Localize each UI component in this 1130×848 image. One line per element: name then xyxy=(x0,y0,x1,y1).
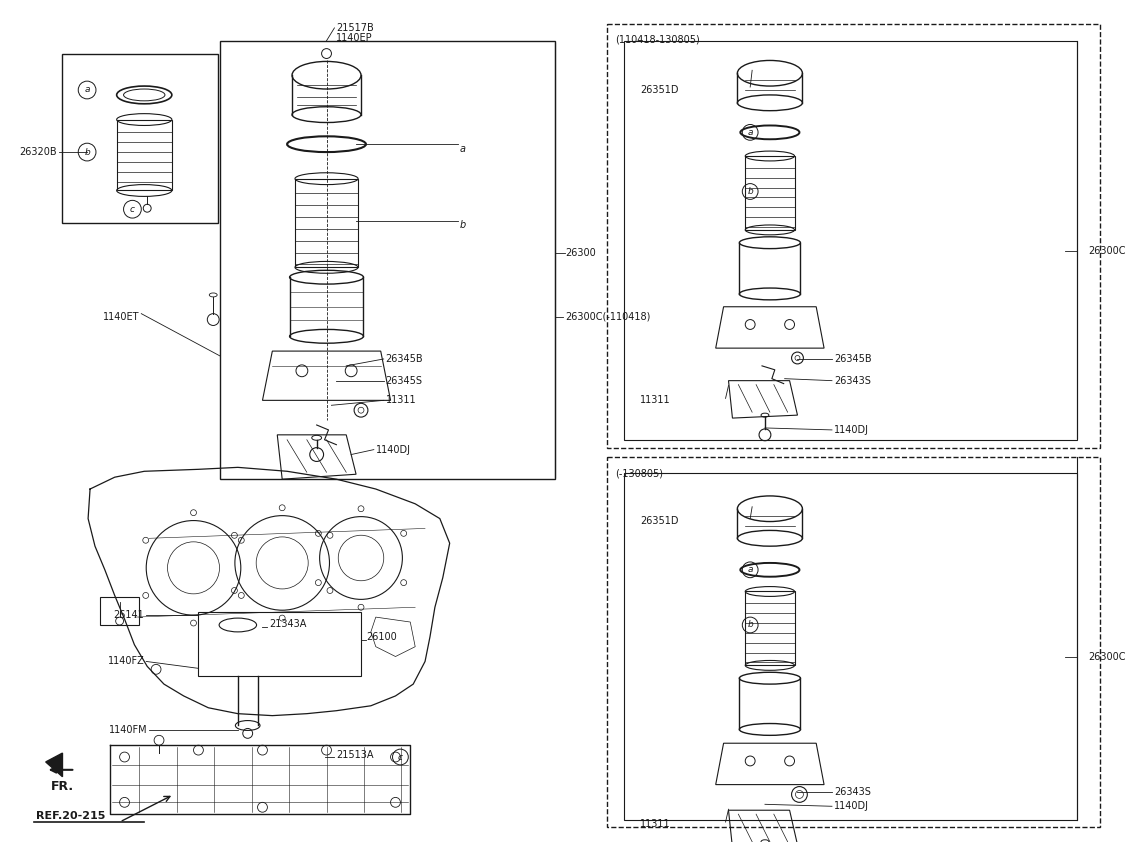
Text: b: b xyxy=(85,148,90,157)
Text: 26300C: 26300C xyxy=(1088,246,1125,255)
Text: 21517B: 21517B xyxy=(337,23,374,33)
Text: c: c xyxy=(398,752,403,762)
Bar xyxy=(607,24,1099,448)
Bar xyxy=(746,156,794,230)
Text: 1140DJ: 1140DJ xyxy=(376,444,411,455)
Text: (-130805): (-130805) xyxy=(615,468,663,478)
Text: 26343S: 26343S xyxy=(834,376,871,386)
Text: 26343S: 26343S xyxy=(834,788,871,797)
Text: 21343A: 21343A xyxy=(269,619,306,629)
Text: 1140FM: 1140FM xyxy=(108,725,147,735)
Text: 26300: 26300 xyxy=(565,248,596,258)
Bar xyxy=(295,179,358,267)
Text: 21513A: 21513A xyxy=(337,750,374,760)
Text: b: b xyxy=(460,220,466,230)
Text: 26345B: 26345B xyxy=(834,354,871,364)
Text: 1140EP: 1140EP xyxy=(337,33,373,42)
Text: REF.20-215: REF.20-215 xyxy=(36,812,105,821)
Bar xyxy=(607,458,1099,827)
Bar xyxy=(624,41,1077,440)
Text: a: a xyxy=(460,144,466,154)
Bar xyxy=(99,597,139,625)
Text: 26320B: 26320B xyxy=(19,147,56,157)
Text: 1140FZ: 1140FZ xyxy=(107,656,145,667)
Text: a: a xyxy=(747,128,753,137)
Text: 26300C(-110418): 26300C(-110418) xyxy=(565,311,651,321)
Text: a: a xyxy=(85,86,90,94)
Text: c: c xyxy=(130,204,134,214)
Text: 11311: 11311 xyxy=(640,395,670,405)
Bar xyxy=(624,473,1077,820)
Text: 1140ET: 1140ET xyxy=(103,311,139,321)
Text: 11311: 11311 xyxy=(385,395,416,405)
Text: 26345B: 26345B xyxy=(385,354,424,364)
Text: 1140DJ: 1140DJ xyxy=(834,425,869,435)
Polygon shape xyxy=(45,753,62,777)
Text: 26351D: 26351D xyxy=(640,516,678,526)
Text: 26351D: 26351D xyxy=(640,85,678,95)
Text: FR.: FR. xyxy=(51,780,73,793)
Text: 26300C: 26300C xyxy=(1088,651,1125,661)
Text: 26345S: 26345S xyxy=(385,376,423,386)
Text: b: b xyxy=(747,187,753,196)
Bar xyxy=(220,41,555,479)
Text: 11311: 11311 xyxy=(640,819,670,829)
Text: a: a xyxy=(747,566,753,574)
Text: b: b xyxy=(747,621,753,629)
Text: 26141: 26141 xyxy=(113,611,145,620)
Bar xyxy=(199,612,360,676)
Text: 26100: 26100 xyxy=(366,632,397,642)
Bar xyxy=(116,120,172,191)
Bar xyxy=(746,592,794,666)
Bar xyxy=(62,53,218,223)
Text: 1140DJ: 1140DJ xyxy=(834,801,869,812)
Text: (110418-130805): (110418-130805) xyxy=(615,35,699,45)
